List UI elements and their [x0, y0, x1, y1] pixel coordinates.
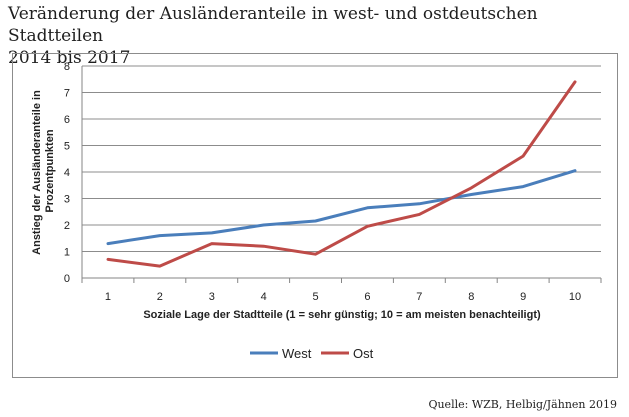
x-tick-label: 9: [520, 291, 526, 303]
y-tick-label: 3: [64, 194, 70, 206]
y-tick-label: 4: [64, 167, 70, 179]
y-tick-labels: 0 1 2 3 4 5 6 7 8: [64, 61, 70, 285]
x-tick-label: 8: [468, 291, 474, 303]
x-tick-label: 1: [105, 291, 111, 303]
y-tick-label: 1: [64, 247, 70, 259]
y-tick-label: 7: [64, 88, 70, 100]
source-note: Quelle: WZB, Helbig/Jähnen 2019: [428, 398, 617, 411]
series-line-ost: [106, 80, 577, 268]
y-tick-label: 5: [64, 141, 70, 153]
x-tick-label: 10: [569, 291, 581, 303]
legend-label-west: West: [282, 346, 312, 361]
x-axis-label: Soziale Lage der Stadtteile (1 = sehr gü…: [143, 309, 541, 321]
y-tick-label: 6: [64, 114, 70, 126]
x-tick-label: 2: [157, 291, 163, 303]
y-tick-label: 2: [64, 220, 70, 232]
legend-label-ost: Ost: [353, 346, 374, 361]
x-tick-label: 7: [416, 291, 422, 303]
series-lines: [106, 80, 577, 268]
legend: West Ost: [250, 346, 374, 361]
chart-title-line1: Veränderung der Ausländeranteile in west…: [8, 4, 538, 46]
x-tick-label: 6: [364, 291, 370, 303]
x-tick-label: 5: [312, 291, 318, 303]
y-tick-label: 8: [64, 61, 70, 73]
y-axis-label-line2: Prozentpunkten: [44, 129, 56, 212]
y-axis-label-line1: Anstieg der Ausländeranteile in: [31, 90, 43, 255]
x-tick-label: 4: [261, 291, 267, 303]
y-tick-label: 0: [64, 273, 70, 285]
y-axis-label: Anstieg der Ausländeranteile in Prozentp…: [31, 87, 56, 255]
chart-frame: [12, 53, 618, 378]
series-line-west: [106, 169, 577, 246]
x-tick-label: 3: [209, 291, 215, 303]
gridlines: [81, 65, 602, 283]
x-tick-labels: 1 2 3 4 5 6 7 8 9 10: [105, 291, 581, 303]
